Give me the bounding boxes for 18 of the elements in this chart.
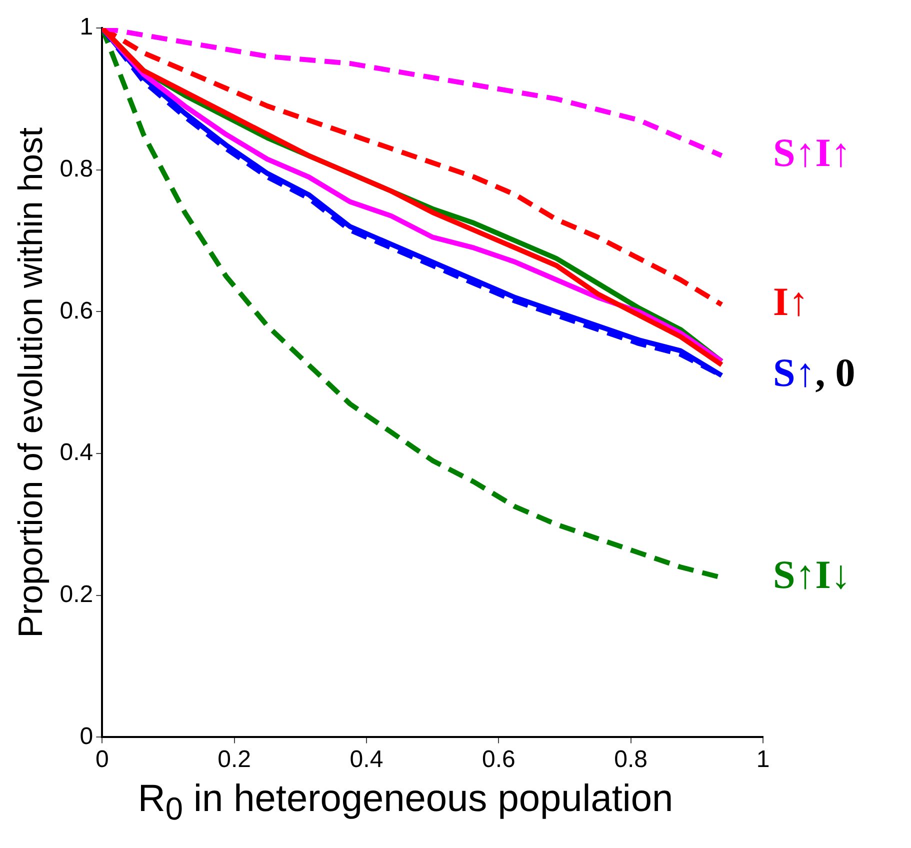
y-axis-title: Proportion of evolution within host [12, 126, 50, 638]
text: , 0 [815, 350, 856, 395]
series-label: S↑I↑ [773, 130, 851, 175]
y-tick-label: 0.4 [60, 439, 94, 466]
series-label: S↑ [773, 350, 816, 395]
y-tick-label: 0.8 [60, 155, 94, 182]
y-tick-label: 1 [80, 14, 94, 41]
y-tick-label: 0.6 [60, 297, 94, 324]
series-label: I↑ [773, 278, 809, 324]
x-tick-label: 0.8 [614, 746, 648, 774]
x-tick-label: 0.6 [482, 746, 516, 774]
y-tick-label: 0 [80, 722, 94, 750]
x-tick-label: 0.4 [350, 746, 384, 774]
x-tick-label: 1 [756, 746, 770, 774]
y-tick-label: 0.2 [60, 580, 94, 608]
series-label: S↑I↓ [773, 552, 851, 597]
x-tick-label: 0.2 [218, 746, 252, 774]
x-axis-title: R$_{0}$ in heterogeneous population [136, 778, 674, 828]
